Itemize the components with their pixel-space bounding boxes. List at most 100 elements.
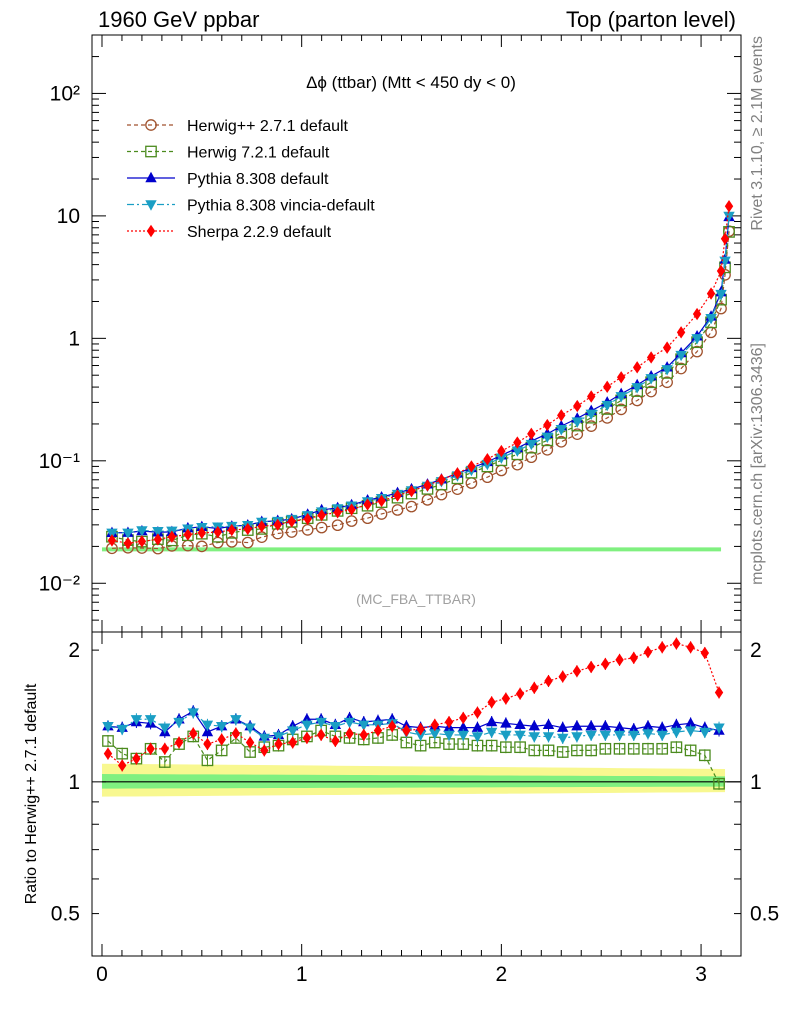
- data-point-herwigpp: [331, 519, 344, 532]
- data-point-vincia: [691, 334, 703, 345]
- series-line-pythia: [111, 216, 730, 534]
- ratio-point-sherpa: [657, 641, 667, 654]
- data-point-herwig7: [723, 226, 735, 238]
- ratio-point-sherpa: [117, 759, 127, 772]
- ratio-point-herwig7: [627, 742, 640, 755]
- data-point-vincia: [122, 528, 134, 540]
- data-point-herwigpp: [675, 362, 687, 375]
- data-point-sherpa: [603, 380, 612, 394]
- y-tick-label: 10²: [50, 82, 80, 105]
- data-point-vincia: [571, 417, 583, 428]
- ratio-point-sherpa: [331, 734, 340, 748]
- ratio-point-vincia: [670, 727, 683, 739]
- ratio-point-vincia: [485, 727, 498, 739]
- data-point-herwigpp: [715, 302, 727, 315]
- ratio-point-herwig7: [698, 749, 711, 762]
- data-point-vincia: [661, 365, 673, 376]
- ratio-point-sherpa: [373, 724, 383, 737]
- ratio-point-vincia: [130, 715, 143, 726]
- ratio-point-sherpa: [444, 715, 454, 729]
- data-point-herwigpp: [361, 512, 374, 525]
- ratio-point-vincia: [684, 726, 697, 737]
- ratio-line-pythia: [107, 710, 720, 738]
- ratio-point-vincia: [471, 732, 484, 743]
- data-point-herwigpp: [391, 504, 404, 516]
- ratio-point-vincia: [230, 715, 242, 726]
- ratio-point-sherpa: [700, 646, 710, 660]
- ratio-point-pythia: [684, 717, 697, 728]
- data-point-vincia: [106, 528, 118, 540]
- chart-watermark: (MC_FBA_TTBAR): [356, 591, 476, 607]
- y-tick-label-right: 1: [750, 771, 762, 794]
- ratio-point-vincia: [713, 723, 725, 734]
- data-point-sherpa: [632, 361, 642, 374]
- data-point-sherpa: [197, 526, 207, 540]
- ratio-panel: 0 1 2 3 0.5 0.5 1 1 2 2 Ratio to Herwig++ 2.7.1 d…: [23, 631, 779, 986]
- legend-label-herwigpp: Herwig++ 2.7.1 default: [187, 118, 349, 135]
- ratio-point-herwig7: [528, 744, 541, 757]
- ratio-point-vincia: [201, 720, 214, 732]
- data-point-herwigpp: [241, 536, 254, 549]
- ratio-point-pythia: [628, 722, 640, 734]
- ratio-point-sherpa: [487, 696, 496, 709]
- data-point-vincia: [136, 526, 148, 537]
- data-point-vincia: [631, 383, 643, 394]
- data-point-sherpa: [453, 467, 462, 480]
- ratio-point-sherpa: [558, 670, 567, 683]
- ratio-point-sherpa: [544, 674, 553, 688]
- ratio-point-vincia: [557, 733, 569, 745]
- data-point-sherpa: [213, 525, 223, 539]
- y-tick-label: 2: [68, 639, 80, 662]
- y-tick-label: 10: [57, 205, 80, 228]
- ratio-point-herwig7: [102, 735, 114, 747]
- data-point-sherpa: [363, 498, 372, 511]
- ratio-point-herwig7: [656, 742, 669, 755]
- ratio-point-vincia: [542, 732, 555, 743]
- ratio-point-herwig7: [116, 747, 129, 760]
- y-tick-label: 0.5: [51, 903, 80, 926]
- ratio-point-sherpa: [132, 752, 141, 765]
- ratio-point-sherpa: [501, 692, 511, 705]
- ratio-point-sherpa: [387, 720, 397, 733]
- data-point-sherpa: [303, 512, 312, 526]
- ratio-point-vincia: [258, 733, 270, 745]
- ratio-point-pythia: [457, 721, 469, 732]
- legend-marker-sherpa: [146, 224, 156, 238]
- y-tick-label: 1: [68, 327, 80, 350]
- data-point-herwigpp: [195, 540, 208, 553]
- ratio-point-vincia: [244, 723, 256, 734]
- ratio-point-vincia: [628, 730, 640, 742]
- mcplots-reference-label: mcplots.cern.ch [arXiv:1306.3436]: [749, 343, 766, 585]
- data-point-sherpa: [167, 530, 177, 543]
- ratio-point-pythia: [599, 720, 612, 731]
- main-series: [106, 199, 735, 555]
- data-point-vincia: [705, 314, 717, 325]
- ratio-point-sherpa: [714, 686, 724, 699]
- data-point-herwigpp: [661, 376, 673, 389]
- ratio-point-sherpa: [160, 742, 170, 755]
- legend-label-sherpa: Sherpa 2.2.9 default: [187, 224, 332, 241]
- ratio-point-vincia: [571, 732, 583, 743]
- data-point-sherpa: [183, 528, 193, 541]
- ratio-point-sherpa: [686, 641, 695, 654]
- ratio-point-pythia: [485, 715, 498, 727]
- series-pythia: [106, 210, 735, 538]
- y-tick-label: 10⁻²: [39, 572, 80, 595]
- data-point-sherpa: [724, 199, 734, 213]
- ratio-point-vincia: [414, 730, 427, 742]
- ratio-line-herwig7: [107, 729, 720, 785]
- y-tick-label-right: 0.5: [750, 903, 779, 926]
- data-point-sherpa: [692, 307, 702, 321]
- ratio-point-herwig7: [571, 744, 583, 757]
- series-vincia: [106, 211, 735, 540]
- y-tick-label: 1: [68, 771, 80, 794]
- ratio-point-sherpa: [416, 722, 425, 736]
- ratio-point-vincia: [187, 708, 199, 719]
- ratio-point-sherpa: [672, 637, 681, 650]
- data-point-herwigpp: [345, 515, 358, 527]
- data-point-sherpa: [557, 409, 566, 422]
- ratio-point-pythia: [557, 721, 569, 732]
- data-point-herwigpp: [555, 435, 568, 448]
- ratio-point-sherpa: [345, 727, 354, 740]
- ratio-ylabel: Ratio to Herwig++ 2.7.1 default: [23, 683, 40, 904]
